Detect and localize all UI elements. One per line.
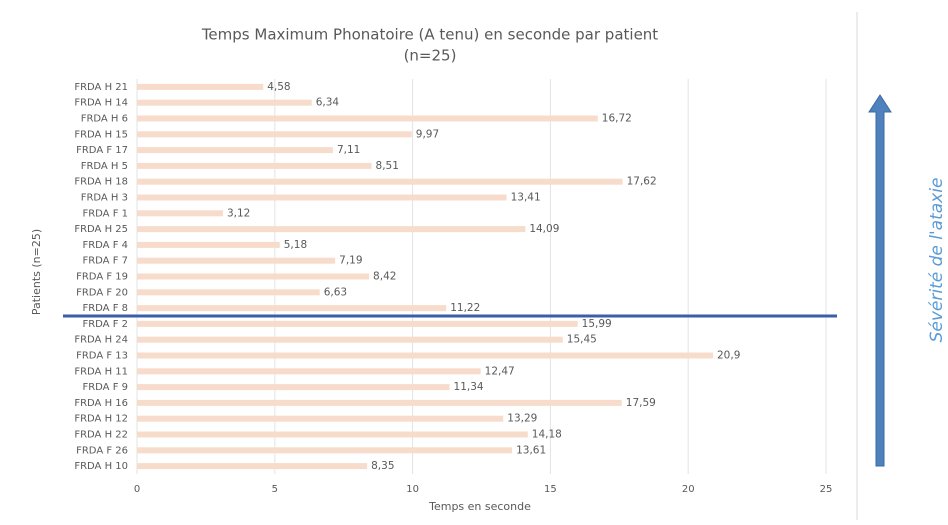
y-tick-label: FRDA H 21 [74, 82, 128, 93]
y-tick-label: FRDA F 4 [82, 240, 128, 251]
value-label: 12,47 [485, 365, 515, 377]
bar [137, 463, 368, 470]
value-label: 4,58 [267, 81, 290, 93]
y-tick-label: FRDA H 16 [74, 398, 128, 409]
bar [137, 83, 264, 90]
bar [137, 336, 563, 343]
y-tick-label: FRDA H 12 [74, 414, 128, 425]
bar [137, 131, 412, 138]
y-tick-label: FRDA H 14 [74, 98, 128, 109]
x-tick-label: 25 [820, 484, 833, 495]
value-label: 3,12 [227, 207, 250, 219]
y-tick-label: FRDA F 2 [82, 319, 128, 330]
chart-subtitle: (n=25) [404, 47, 457, 65]
y-tick-label: FRDA F 8 [82, 303, 128, 314]
x-axis-label: Temps en seconde [428, 500, 531, 513]
bar [137, 210, 223, 217]
value-label: 8,35 [371, 460, 394, 472]
value-label: 6,34 [316, 97, 340, 109]
y-tick-label: FRDA F 26 [76, 445, 128, 456]
value-label: 16,72 [602, 113, 632, 125]
bar [137, 99, 312, 106]
bar [137, 415, 504, 422]
bar [137, 147, 333, 154]
x-tick-label: 0 [134, 484, 140, 495]
chart-title: Temps Maximum Phonatoire (A tenu) en sec… [201, 26, 658, 44]
bar [137, 431, 528, 438]
y-tick-label: FRDA F 9 [82, 382, 128, 393]
bar [137, 162, 372, 169]
y-tick-label: FRDA F 7 [82, 256, 128, 267]
x-tick-label: 15 [544, 484, 557, 495]
x-tick-label: 20 [682, 484, 695, 495]
bar [137, 352, 714, 359]
value-label: 5,18 [284, 239, 307, 251]
severity-arrow [868, 94, 892, 467]
bar [137, 257, 336, 264]
value-label: 20,9 [717, 350, 740, 362]
value-label: 13,61 [516, 444, 546, 456]
y-tick-label: FRDA H 3 [81, 193, 128, 204]
value-label: 17,62 [627, 176, 657, 188]
y-tick-label: FRDA H 24 [74, 335, 128, 346]
y-tick-label: FRDA H 22 [74, 430, 128, 441]
y-tick-label: FRDA F 1 [82, 208, 128, 219]
y-axis-label: Patients (n=25) [30, 229, 43, 315]
bar [137, 447, 513, 454]
annotation: Sévérité de l'ataxie [927, 178, 947, 343]
y-tick-label: FRDA H 11 [74, 366, 128, 377]
y-tick-label: FRDA H 6 [81, 114, 128, 125]
value-label: 9,97 [416, 128, 439, 140]
y-tick-label: FRDA H 18 [74, 177, 128, 188]
bar [137, 368, 481, 375]
y-tick-label: FRDA H 25 [74, 224, 128, 235]
value-label: 8,51 [376, 160, 399, 172]
y-tick-label: FRDA H 5 [81, 161, 128, 172]
bar [137, 320, 578, 327]
y-tick-label: FRDA F 17 [76, 145, 128, 156]
bar [137, 115, 598, 122]
y-tick-label: FRDA F 13 [76, 351, 128, 362]
bar [137, 226, 526, 233]
value-label: 17,59 [626, 397, 656, 409]
x-tick-label: 10 [406, 484, 419, 495]
bar [137, 273, 370, 280]
value-label: 11,34 [454, 381, 484, 393]
bar [137, 194, 507, 201]
x-tick-label: 5 [272, 484, 278, 495]
value-label: 15,99 [582, 318, 612, 330]
y-tick-label: FRDA H 10 [74, 461, 128, 472]
bar [137, 241, 280, 248]
value-label: 6,63 [324, 286, 347, 298]
y-tick-label: FRDA F 19 [76, 272, 128, 283]
value-label: 14,18 [532, 429, 562, 441]
value-label: 14,09 [529, 223, 559, 235]
bar [137, 178, 623, 185]
value-label: 13,29 [507, 413, 537, 425]
value-label: 7,19 [339, 255, 362, 267]
value-label: 8,42 [373, 271, 396, 283]
bar [137, 384, 450, 391]
bar [137, 305, 447, 312]
y-tick-label: FRDA H 15 [74, 129, 128, 140]
y-tick-label: FRDA F 20 [76, 287, 128, 298]
value-label: 7,11 [337, 144, 360, 156]
value-label: 15,45 [567, 334, 597, 346]
value-label: 13,41 [511, 192, 541, 204]
value-label: 11,22 [450, 302, 480, 314]
bar [137, 399, 622, 406]
bar [137, 289, 320, 296]
